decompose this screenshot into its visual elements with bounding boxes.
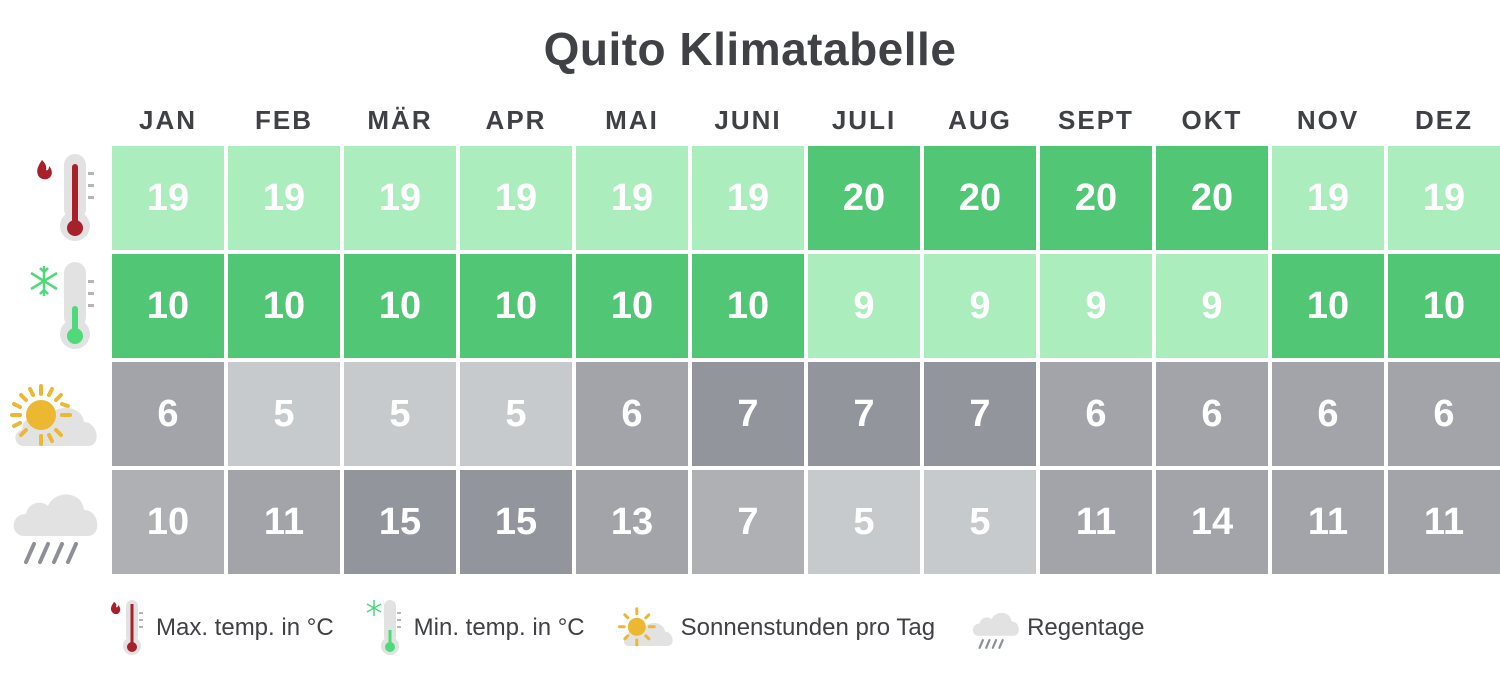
thermometer-hot-icon xyxy=(0,146,108,250)
cell-min-temp: 10 xyxy=(576,254,688,358)
cell-min-temp: 10 xyxy=(1272,254,1384,358)
climate-table: 19 19 19 19 19 19 20 20 20 20 19 19 10 10 10 10 10 10 9 9 9 9… xyxy=(112,146,1500,574)
cell-max-temp: 19 xyxy=(460,146,572,250)
cell-max-temp: 19 xyxy=(112,146,224,250)
cell-max-temp: 19 xyxy=(344,146,456,250)
cell-sun-hours: 7 xyxy=(924,362,1036,466)
cell-min-temp: 9 xyxy=(924,254,1036,358)
cell-min-temp: 9 xyxy=(808,254,920,358)
cell-max-temp: 20 xyxy=(924,146,1036,250)
cell-max-temp: 19 xyxy=(692,146,804,250)
rain-cloud-icon xyxy=(972,612,1019,649)
cell-sun-hours: 5 xyxy=(460,362,572,466)
cell-max-temp: 19 xyxy=(576,146,688,250)
thermometer-cold-icon xyxy=(0,254,108,358)
cell-rain-days: 11 xyxy=(1388,470,1500,574)
cell-min-temp: 10 xyxy=(692,254,804,358)
cell-rain-days: 14 xyxy=(1156,470,1268,574)
legend-item-rain-days: Regentage xyxy=(967,606,1145,650)
cell-sun-hours: 6 xyxy=(112,362,224,466)
month-label: AUG xyxy=(948,105,1012,135)
month-label: NOV xyxy=(1296,105,1360,135)
legend-label: Sonnenstunden pro Tag xyxy=(680,614,936,641)
cell-sun-hours: 6 xyxy=(1388,362,1500,466)
cell-min-temp: 9 xyxy=(1040,254,1152,358)
cell-min-temp: 10 xyxy=(344,254,456,358)
month-label: OKT xyxy=(1181,105,1243,135)
cell-sun-hours: 6 xyxy=(576,362,688,466)
cell-rain-days: 7 xyxy=(692,470,804,574)
cell-rain-days: 11 xyxy=(1272,470,1384,574)
chart-title: Quito Klimatabelle xyxy=(543,23,957,75)
month-label: JAN xyxy=(138,105,197,135)
cell-max-temp: 20 xyxy=(808,146,920,250)
cell-min-temp: 9 xyxy=(1156,254,1268,358)
cell-rain-days: 15 xyxy=(344,470,456,574)
legend-label: Regentage xyxy=(1027,614,1145,641)
cell-rain-days: 5 xyxy=(924,470,1036,574)
legend-item-max-temp: Max. temp. in °C xyxy=(108,598,334,658)
month-label: MAI xyxy=(605,105,659,135)
cell-max-temp: 20 xyxy=(1040,146,1152,250)
cell-rain-days: 10 xyxy=(112,470,224,574)
cell-max-temp: 19 xyxy=(228,146,340,250)
cell-sun-hours: 6 xyxy=(1040,362,1152,466)
cell-rain-days: 13 xyxy=(576,470,688,574)
cell-min-temp: 10 xyxy=(112,254,224,358)
cell-sun-hours: 5 xyxy=(344,362,456,466)
legend-label: Min. temp. in °C xyxy=(413,614,585,641)
month-label: SEPT xyxy=(1058,105,1134,135)
thermometer-hot-icon xyxy=(110,600,143,655)
month-label: DEZ xyxy=(1415,105,1473,135)
cell-max-temp: 19 xyxy=(1272,146,1384,250)
cell-rain-days: 11 xyxy=(228,470,340,574)
cell-rain-days: 11 xyxy=(1040,470,1152,574)
legend: Max. temp. in °C Min. temp. in °C xyxy=(108,596,1177,660)
cell-sun-hours: 7 xyxy=(808,362,920,466)
cell-sun-hours: 6 xyxy=(1272,362,1384,466)
legend-label: Max. temp. in °C xyxy=(156,614,334,641)
legend-item-min-temp: Min. temp. in °C xyxy=(366,598,585,658)
month-label: JULI xyxy=(831,105,897,135)
cell-min-temp: 10 xyxy=(460,254,572,358)
cell-max-temp: 20 xyxy=(1156,146,1268,250)
cell-rain-days: 5 xyxy=(808,470,920,574)
sun-cloud-icon xyxy=(0,362,108,466)
cell-max-temp: 19 xyxy=(1388,146,1500,250)
cell-min-temp: 10 xyxy=(228,254,340,358)
cell-sun-hours: 6 xyxy=(1156,362,1268,466)
month-label: MÄR xyxy=(367,105,433,135)
month-header: JAN FEB MÄR APR MAI JUNI JULI AUG SEPT O… xyxy=(112,100,1500,140)
sun-cloud-icon xyxy=(617,607,673,647)
month-label: APR xyxy=(485,105,547,135)
legend-item-sun-hours: Sonnenstunden pro Tag xyxy=(617,606,935,650)
thermometer-cold-icon xyxy=(366,600,401,655)
cell-rain-days: 15 xyxy=(460,470,572,574)
cell-min-temp: 10 xyxy=(1388,254,1500,358)
cell-sun-hours: 7 xyxy=(692,362,804,466)
cell-sun-hours: 5 xyxy=(228,362,340,466)
month-label: FEB xyxy=(255,105,313,135)
rain-cloud-icon xyxy=(0,470,108,574)
month-label: JUNI xyxy=(714,105,782,135)
